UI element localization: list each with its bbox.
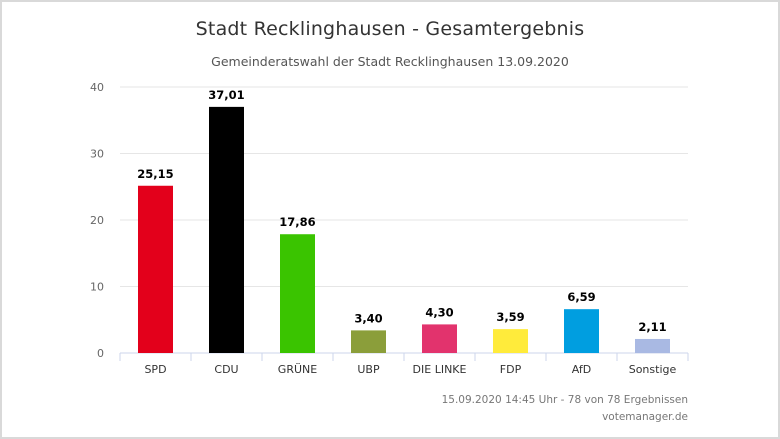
x-tick-label: FDP: [500, 363, 522, 376]
gridlines: [119, 86, 689, 361]
x-tick-label: SPD: [144, 363, 166, 376]
data-label: 3,59: [496, 310, 524, 324]
chart-title: Stadt Recklinghausen - Gesamtergebnis: [195, 18, 585, 40]
x-tick-label: CDU: [214, 363, 238, 376]
y-tick-label: 0: [97, 347, 104, 360]
y-tick-label: 40: [90, 81, 104, 94]
chart-subtitle: Gemeinderatswahl der Stadt Recklinghause…: [211, 54, 569, 69]
x-tick-label: DIE LINKE: [413, 363, 467, 376]
data-label: 25,15: [137, 167, 173, 181]
x-tick-label: Sonstige: [629, 363, 677, 376]
bars: [138, 106, 670, 353]
bar-afd: [564, 309, 599, 353]
result-status: 15.09.2020 14:45 Uhr - 78 von 78 Ergebni…: [441, 394, 688, 406]
y-tick-label: 30: [90, 148, 104, 161]
data-label: 17,86: [279, 215, 315, 229]
data-label: 37,01: [208, 88, 244, 102]
bar-sonstige: [635, 338, 670, 353]
data-labels: 25,15 37,01 17,86 3,40 4,30 3,59 6,59 2,11: [137, 88, 666, 334]
x-axis-ticks: SPD CDU GRÜNE UBP DIE LINKE FDP AfD Sonstige: [144, 363, 676, 376]
data-label: 2,11: [638, 320, 666, 334]
y-axis-ticks: 0 10 20 30 40: [90, 81, 104, 360]
bar-die-linke: [422, 324, 457, 353]
y-tick-label: 20: [90, 214, 104, 227]
bar-ubp: [351, 330, 386, 353]
x-tick-label: UBP: [357, 363, 380, 376]
y-tick-label: 10: [90, 281, 104, 294]
x-tick-label: GRÜNE: [278, 363, 317, 376]
data-label: 4,30: [425, 305, 453, 319]
data-label: 3,40: [354, 311, 382, 325]
bar-spd: [138, 185, 173, 353]
x-tick-label: AfD: [572, 363, 591, 376]
bar-fdp: [493, 329, 528, 353]
bar-grüne: [280, 234, 315, 353]
data-label: 6,59: [567, 290, 595, 304]
source-credit[interactable]: votemanager.de: [602, 411, 688, 423]
bar-cdu: [209, 106, 244, 353]
